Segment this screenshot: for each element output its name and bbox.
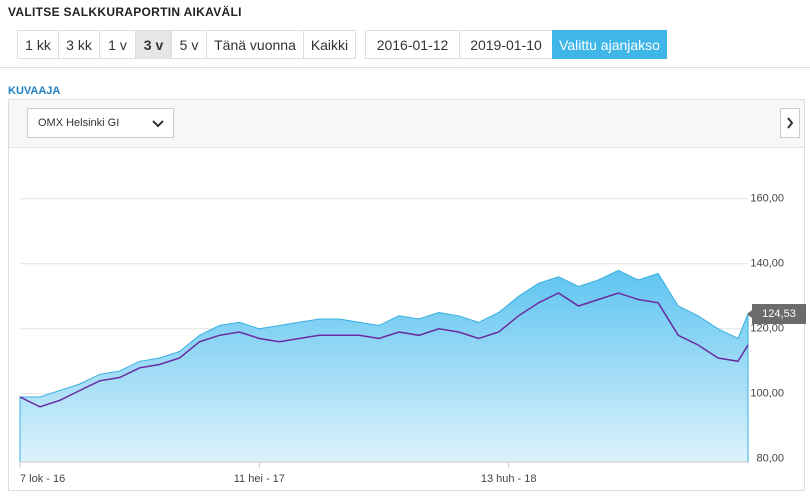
period-button[interactable]: Kaikki (303, 30, 356, 59)
period-button[interactable]: Tänä vuonna (206, 30, 304, 59)
separator (0, 67, 810, 68)
dropdown-label: OMX Helsinki GI (38, 117, 120, 129)
next-button[interactable] (780, 108, 800, 138)
period-button[interactable]: 1 v (99, 30, 136, 59)
arrow (787, 117, 794, 129)
apply-button[interactable]: Valittu ajanjakso (552, 30, 667, 59)
end-date[interactable]: 2019-01-10 (459, 30, 553, 59)
section-title: KUVAAJA (8, 85, 61, 97)
period-button[interactable]: 1 kk (17, 30, 59, 59)
header-title: VALITSE SALKKURAPORTIN AIKAVÄLI (8, 5, 242, 19)
start-date[interactable]: 2016-01-12 (365, 30, 460, 59)
period-button[interactable]: 3 kk (58, 30, 100, 59)
chevron (152, 120, 164, 128)
period-button[interactable]: 3 v (135, 30, 172, 59)
chart-panel (8, 99, 805, 491)
period-button[interactable]: 5 v (171, 30, 207, 59)
index-dropdown[interactable]: OMX Helsinki GI (27, 108, 174, 138)
